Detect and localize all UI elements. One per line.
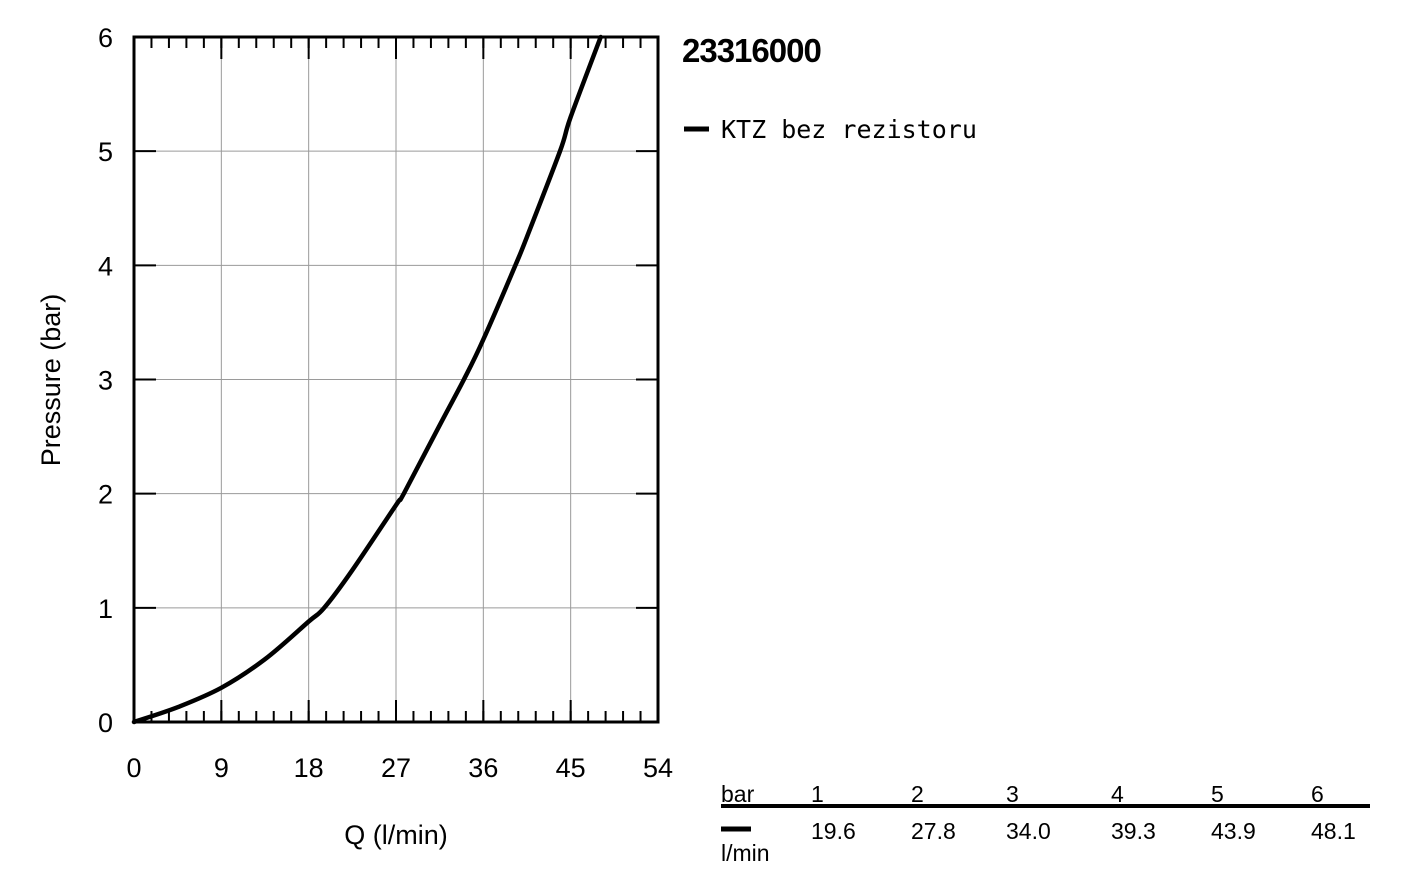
y-tick-label: 6 <box>98 23 113 53</box>
plot-frame <box>132 35 660 724</box>
y-tick-labels: 0 1 2 3 4 5 6 <box>98 23 113 738</box>
y-tick-label: 1 <box>98 594 113 624</box>
x-tick-label: 54 <box>643 753 673 783</box>
y-tick-label: 2 <box>98 480 113 510</box>
table-cell: 34.0 <box>1006 818 1051 844</box>
x-tick-label: 9 <box>214 753 229 783</box>
grid-lines <box>134 37 658 722</box>
table-cell: 39.3 <box>1111 818 1156 844</box>
table-cell: 43.9 <box>1211 818 1256 844</box>
table-col-header: 5 <box>1211 781 1224 807</box>
x-axis-label: Q (l/min) <box>344 820 448 850</box>
table-col-header: 1 <box>811 781 824 807</box>
table-cell: 27.8 <box>911 818 956 844</box>
y-tick-label: 4 <box>98 251 113 281</box>
x-tick-label: 27 <box>381 753 411 783</box>
x-tick-labels: 0 9 18 27 36 45 54 <box>126 753 673 783</box>
x-tick-label: 0 <box>126 753 141 783</box>
y-tick-label: 0 <box>98 708 113 738</box>
y-tick-label: 3 <box>98 366 113 396</box>
table-col-header: 6 <box>1311 781 1324 807</box>
x-tick-label: 18 <box>294 753 324 783</box>
chart-title: 23316000 <box>682 32 821 69</box>
table-cell: 19.6 <box>811 818 856 844</box>
table-col-header: 2 <box>911 781 924 807</box>
table-col-header: 3 <box>1006 781 1019 807</box>
table-col-header: 4 <box>1111 781 1124 807</box>
major-ticks <box>134 37 658 722</box>
series-line-ktz-bez-rezistoru <box>131 34 603 725</box>
table-cell: 48.1 <box>1311 818 1356 844</box>
flow-table: bar l/min 1 19.6 2 27.8 3 34.0 4 39.3 5 43.9 6 48.1 <box>721 781 1370 866</box>
x-tick-label: 45 <box>556 753 586 783</box>
x-tick-label: 36 <box>468 753 498 783</box>
legend-label: KTZ bez rezistoru <box>721 115 977 144</box>
y-tick-label: 5 <box>98 137 113 167</box>
table-unit-label: l/min <box>721 840 770 866</box>
y-axis-label: Pressure (bar) <box>36 294 66 467</box>
table-row-header: bar <box>721 781 755 807</box>
